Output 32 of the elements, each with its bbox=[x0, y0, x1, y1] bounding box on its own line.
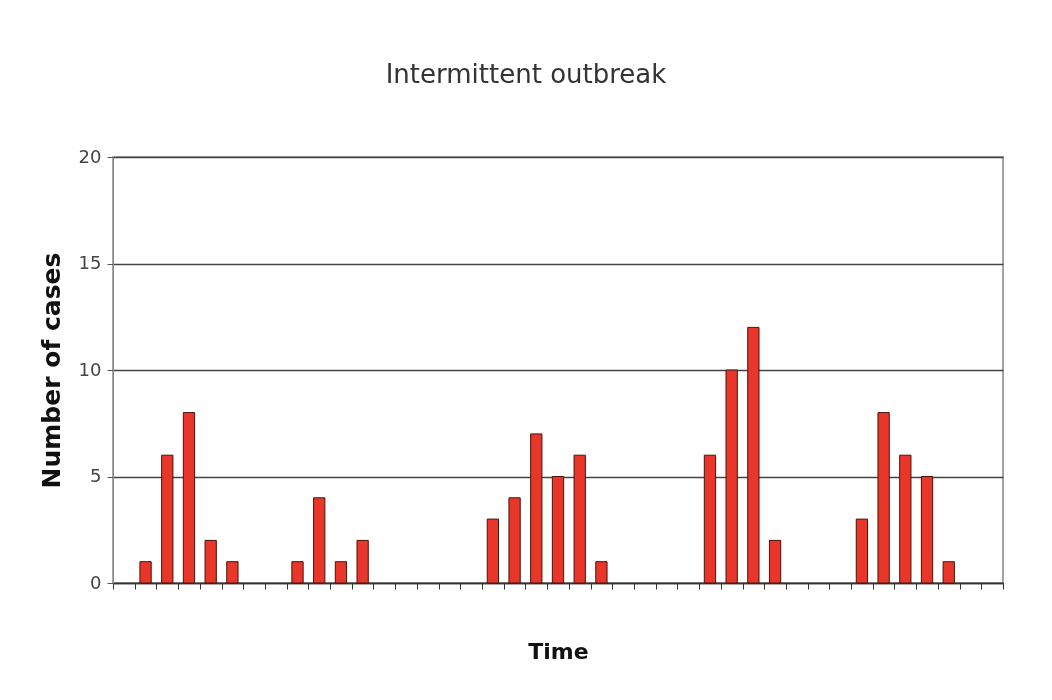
bar bbox=[855, 518, 869, 584]
y-axis-title: Number of cases bbox=[36, 252, 66, 489]
bar bbox=[595, 561, 608, 584]
y-tick-label: 5 bbox=[90, 465, 102, 486]
bar bbox=[508, 497, 521, 584]
bar bbox=[356, 539, 369, 584]
bar bbox=[530, 433, 543, 584]
chart-title: Intermittent outbreak bbox=[385, 59, 667, 89]
bar bbox=[161, 454, 174, 584]
bar bbox=[899, 454, 912, 584]
bar bbox=[139, 561, 152, 584]
bar bbox=[703, 454, 717, 584]
y-tick-label: 20 bbox=[78, 145, 102, 167]
y-tick-label: 10 bbox=[78, 358, 102, 380]
bar bbox=[747, 326, 760, 584]
y-tick-label: 0 bbox=[90, 571, 102, 593]
bar bbox=[573, 454, 586, 584]
x-axis-title: Time bbox=[528, 639, 589, 664]
bar bbox=[486, 518, 500, 584]
bar bbox=[313, 497, 326, 584]
bar bbox=[877, 412, 890, 584]
bar bbox=[182, 412, 196, 584]
bar bbox=[334, 561, 348, 584]
y-tick-label: 15 bbox=[78, 252, 102, 273]
bar bbox=[920, 476, 934, 584]
bar bbox=[768, 539, 782, 584]
bar bbox=[226, 561, 239, 584]
bar bbox=[291, 561, 304, 584]
bar bbox=[204, 539, 217, 584]
bar bbox=[942, 561, 955, 584]
bar bbox=[551, 476, 565, 584]
bar bbox=[725, 369, 738, 584]
